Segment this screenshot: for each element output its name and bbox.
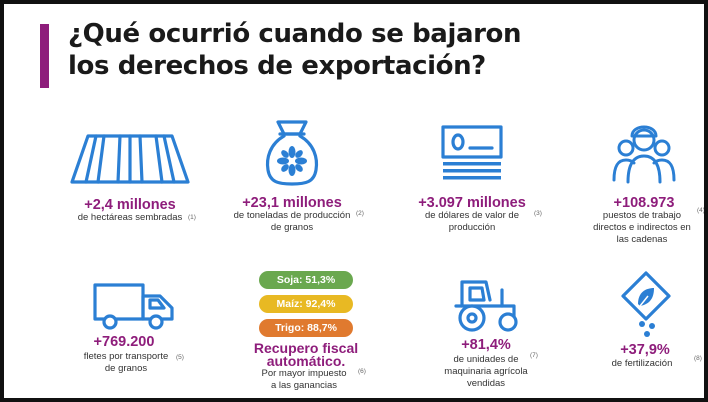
title-accent-bar [40, 24, 49, 88]
toneladas-note: (2) [356, 210, 364, 217]
dolares-desc-2: producción [448, 222, 496, 233]
title-line-1: ¿Qué ocurrió cuando se bajaron [68, 19, 522, 49]
fertilizacion-note: (8) [694, 355, 702, 362]
fletes-desc-2: de granos [104, 363, 148, 374]
workers-group-icon [612, 125, 676, 184]
trigo-pill: Trigo: 88,7% [259, 319, 353, 337]
recupero-desc-1: Por mayor impuesto [261, 368, 347, 379]
page-title: ¿Qué ocurrió cuando se bajaron los derec… [68, 18, 628, 82]
maquinaria-desc-3: vendidas [466, 378, 506, 389]
maquinaria-value: +81,4% [461, 337, 511, 353]
recupero-title-2: automático. [266, 353, 346, 369]
hectareas-note: (1) [188, 214, 196, 221]
fertilizacion-value: +37,9% [620, 342, 670, 358]
maquinaria-desc-1: de unidades de [453, 354, 519, 365]
hectareas-desc: de hectáreas sembradas [77, 212, 183, 223]
maquinaria-note: (7) [530, 352, 538, 359]
puestos-desc-1: puestos de trabajo [602, 210, 682, 221]
tractor-icon [454, 280, 518, 332]
recupero-desc-2: a las ganancias [270, 380, 338, 391]
toneladas-value: +23,1 millones [242, 195, 342, 211]
fletes-desc-1: fletes por transporte [83, 351, 169, 362]
toneladas-desc-1: de toneladas de producción [233, 210, 351, 221]
fertilizer-icon [621, 271, 671, 337]
fertilizacion-desc: de fertilización [611, 358, 673, 369]
title-line-2: los derechos de exportación? [68, 51, 486, 81]
fletes-note: (5) [176, 354, 184, 361]
maquinaria-desc-2: maquinaria agrícola [444, 366, 528, 377]
recupero-title-1: Recupero fiscal [253, 340, 359, 356]
puestos-value: +108.973 [613, 195, 675, 211]
dolares-value: +3.097 millones [418, 195, 526, 211]
dolares-note: (3) [534, 210, 542, 217]
puestos-desc-3: las cadenas [616, 234, 668, 245]
puestos-note: (4) [697, 207, 705, 214]
banknotes-icon [441, 125, 503, 180]
toneladas-desc-2: de granos [270, 222, 314, 233]
field-rows-icon [70, 134, 190, 184]
truck-icon [93, 283, 174, 330]
fletes-value: +769.200 [93, 334, 155, 350]
puestos-desc-2: directos e indirectos en [593, 222, 691, 233]
soja-pill: Soja: 51,3% [259, 271, 353, 289]
dolares-desc-1: de dólares de valor de [424, 210, 519, 221]
recupero-title: Recupero fiscal automático. [240, 340, 372, 369]
hectareas-value: +2,4 millones [84, 197, 176, 213]
grain-sack-icon [265, 120, 319, 186]
maiz-pill: Maíz: 92,4% [259, 295, 353, 313]
recupero-note: (6) [358, 368, 366, 375]
